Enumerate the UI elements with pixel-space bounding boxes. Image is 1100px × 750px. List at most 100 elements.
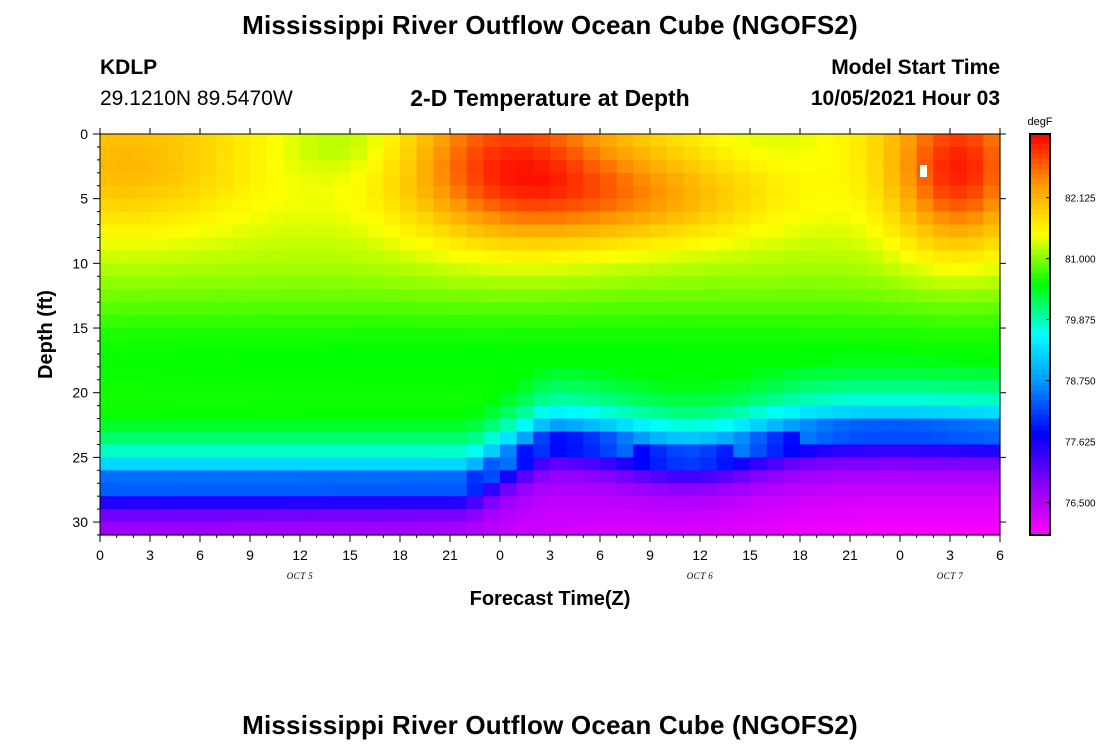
heatmap-cell bbox=[466, 263, 484, 277]
heatmap-cell bbox=[100, 250, 118, 264]
heatmap-cell bbox=[133, 353, 151, 368]
heatmap-cell bbox=[683, 302, 701, 316]
heatmap-cell bbox=[483, 509, 501, 523]
heatmap-cell bbox=[866, 353, 884, 368]
heatmap-cell bbox=[250, 392, 268, 407]
heatmap-cell bbox=[333, 250, 351, 264]
heatmap-cell bbox=[433, 159, 451, 174]
heatmap-cell bbox=[433, 315, 451, 329]
heatmap-cell bbox=[566, 444, 584, 458]
heatmap-cell bbox=[633, 224, 651, 239]
heatmap-cell bbox=[166, 185, 184, 200]
heatmap-cell bbox=[416, 483, 434, 497]
heatmap-cell bbox=[916, 276, 934, 290]
heatmap-cell bbox=[533, 276, 551, 290]
heatmap-cell bbox=[333, 211, 351, 226]
heatmap-cell bbox=[550, 379, 568, 394]
heatmap-cell bbox=[983, 146, 1001, 161]
heatmap-cell bbox=[300, 340, 318, 355]
heatmap-cell bbox=[950, 379, 968, 394]
heatmap-cell bbox=[566, 418, 584, 433]
heatmap-cell bbox=[650, 263, 668, 277]
heatmap-cell bbox=[600, 134, 618, 148]
heatmap-cell bbox=[366, 134, 384, 148]
heatmap-cell bbox=[366, 418, 384, 433]
heatmap-cell bbox=[650, 366, 668, 381]
heatmap-cell bbox=[333, 483, 351, 497]
heatmap-cell bbox=[866, 185, 884, 200]
colorbar-segment bbox=[1030, 319, 1050, 326]
heatmap-cell bbox=[283, 159, 301, 174]
heatmap-cell bbox=[366, 302, 384, 316]
heatmap-cell bbox=[933, 431, 951, 446]
heatmap-cell bbox=[850, 328, 868, 342]
heatmap-cell bbox=[316, 134, 334, 148]
heatmap-cell bbox=[316, 250, 334, 264]
heatmap-cell bbox=[483, 159, 501, 174]
heatmap-cell bbox=[916, 185, 934, 200]
heatmap-cell bbox=[850, 185, 868, 200]
heatmap-cell bbox=[866, 211, 884, 226]
heatmap-cell bbox=[483, 263, 501, 277]
heatmap-cell bbox=[666, 250, 684, 264]
heatmap-cell bbox=[483, 198, 501, 213]
heatmap-cell bbox=[650, 159, 668, 174]
heatmap-cell bbox=[666, 353, 684, 368]
heatmap-cell bbox=[833, 483, 851, 497]
heatmap-cell bbox=[350, 405, 368, 420]
heatmap-cell bbox=[466, 289, 484, 303]
heatmap-cell bbox=[483, 418, 501, 433]
heatmap-cell bbox=[100, 328, 118, 342]
heatmap-cell bbox=[783, 263, 801, 277]
heatmap-cell bbox=[316, 328, 334, 342]
heatmap-cell bbox=[916, 470, 934, 484]
heatmap-cell bbox=[533, 392, 551, 407]
heatmap-cell bbox=[966, 185, 984, 200]
heatmap-cell bbox=[150, 276, 168, 290]
heatmap-cell bbox=[233, 146, 251, 161]
heatmap-cell bbox=[200, 509, 218, 523]
heatmap-cell bbox=[333, 237, 351, 252]
heatmap-cell bbox=[866, 444, 884, 458]
heatmap-cell bbox=[700, 522, 718, 536]
heatmap-cell bbox=[983, 263, 1001, 277]
heatmap-cell bbox=[416, 496, 434, 510]
colorbar-segment bbox=[1030, 219, 1050, 225]
heatmap-cell bbox=[633, 353, 651, 368]
heatmap-cell bbox=[733, 315, 751, 329]
heatmap-cell bbox=[916, 263, 934, 277]
heatmap-cell bbox=[800, 353, 818, 368]
heatmap-cell bbox=[900, 483, 918, 497]
heatmap-cell bbox=[250, 522, 268, 536]
heatmap-cell bbox=[766, 328, 784, 342]
heatmap-cell bbox=[733, 289, 751, 303]
heatmap-cell bbox=[900, 315, 918, 329]
heatmap-cell bbox=[183, 198, 201, 213]
heatmap-cell bbox=[133, 431, 151, 446]
heatmap-cell bbox=[700, 405, 718, 420]
heatmap-cell bbox=[316, 405, 334, 420]
heatmap-cell bbox=[416, 444, 434, 458]
heatmap-cell bbox=[316, 379, 334, 394]
heatmap-cell bbox=[716, 237, 734, 252]
heatmap-cell bbox=[750, 172, 768, 187]
heatmap-cell bbox=[750, 289, 768, 303]
heatmap-cell bbox=[366, 211, 384, 226]
heatmap-cell bbox=[350, 366, 368, 381]
heatmap-cell bbox=[566, 224, 584, 239]
heatmap-cell bbox=[583, 522, 601, 536]
heatmap-cell bbox=[733, 509, 751, 523]
heatmap-cell bbox=[683, 159, 701, 174]
heatmap-cell bbox=[566, 134, 584, 148]
heatmap-cell bbox=[316, 392, 334, 407]
heatmap-cell bbox=[466, 353, 484, 368]
heatmap-cell bbox=[866, 302, 884, 316]
heatmap-cell bbox=[300, 276, 318, 290]
heatmap-cell bbox=[633, 276, 651, 290]
heatmap-cell bbox=[800, 496, 818, 510]
heatmap-cell bbox=[600, 237, 618, 252]
heatmap-cell bbox=[966, 172, 984, 187]
heatmap-cell bbox=[500, 198, 518, 213]
heatmap-cell bbox=[900, 172, 918, 187]
heatmap-cell bbox=[750, 509, 768, 523]
